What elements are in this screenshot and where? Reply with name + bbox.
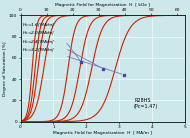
Text: $H_c$=2.4[MA/m]: $H_c$=2.4[MA/m] [22, 38, 55, 46]
Text: R28HS: R28HS [134, 98, 151, 103]
Text: $H_c$=3.2[MA/m]: $H_c$=3.2[MA/m] [22, 47, 55, 54]
Y-axis label: Degree of Saturation [%]: Degree of Saturation [%] [3, 41, 7, 96]
X-axis label: Magnetic Field for Magnetization  H  [ kOe ]: Magnetic Field for Magnetization H [ kOe… [55, 3, 150, 7]
Text: (Pc=1.47): (Pc=1.47) [134, 104, 158, 109]
Text: $H_c$=1.6[MA/m]: $H_c$=1.6[MA/m] [22, 21, 55, 29]
Text: $H_c$=2.0[MA/m]: $H_c$=2.0[MA/m] [22, 30, 55, 37]
X-axis label: Magnetic Field for Magnetization  H  [ MA/m ]: Magnetic Field for Magnetization H [ MA/… [53, 131, 152, 135]
